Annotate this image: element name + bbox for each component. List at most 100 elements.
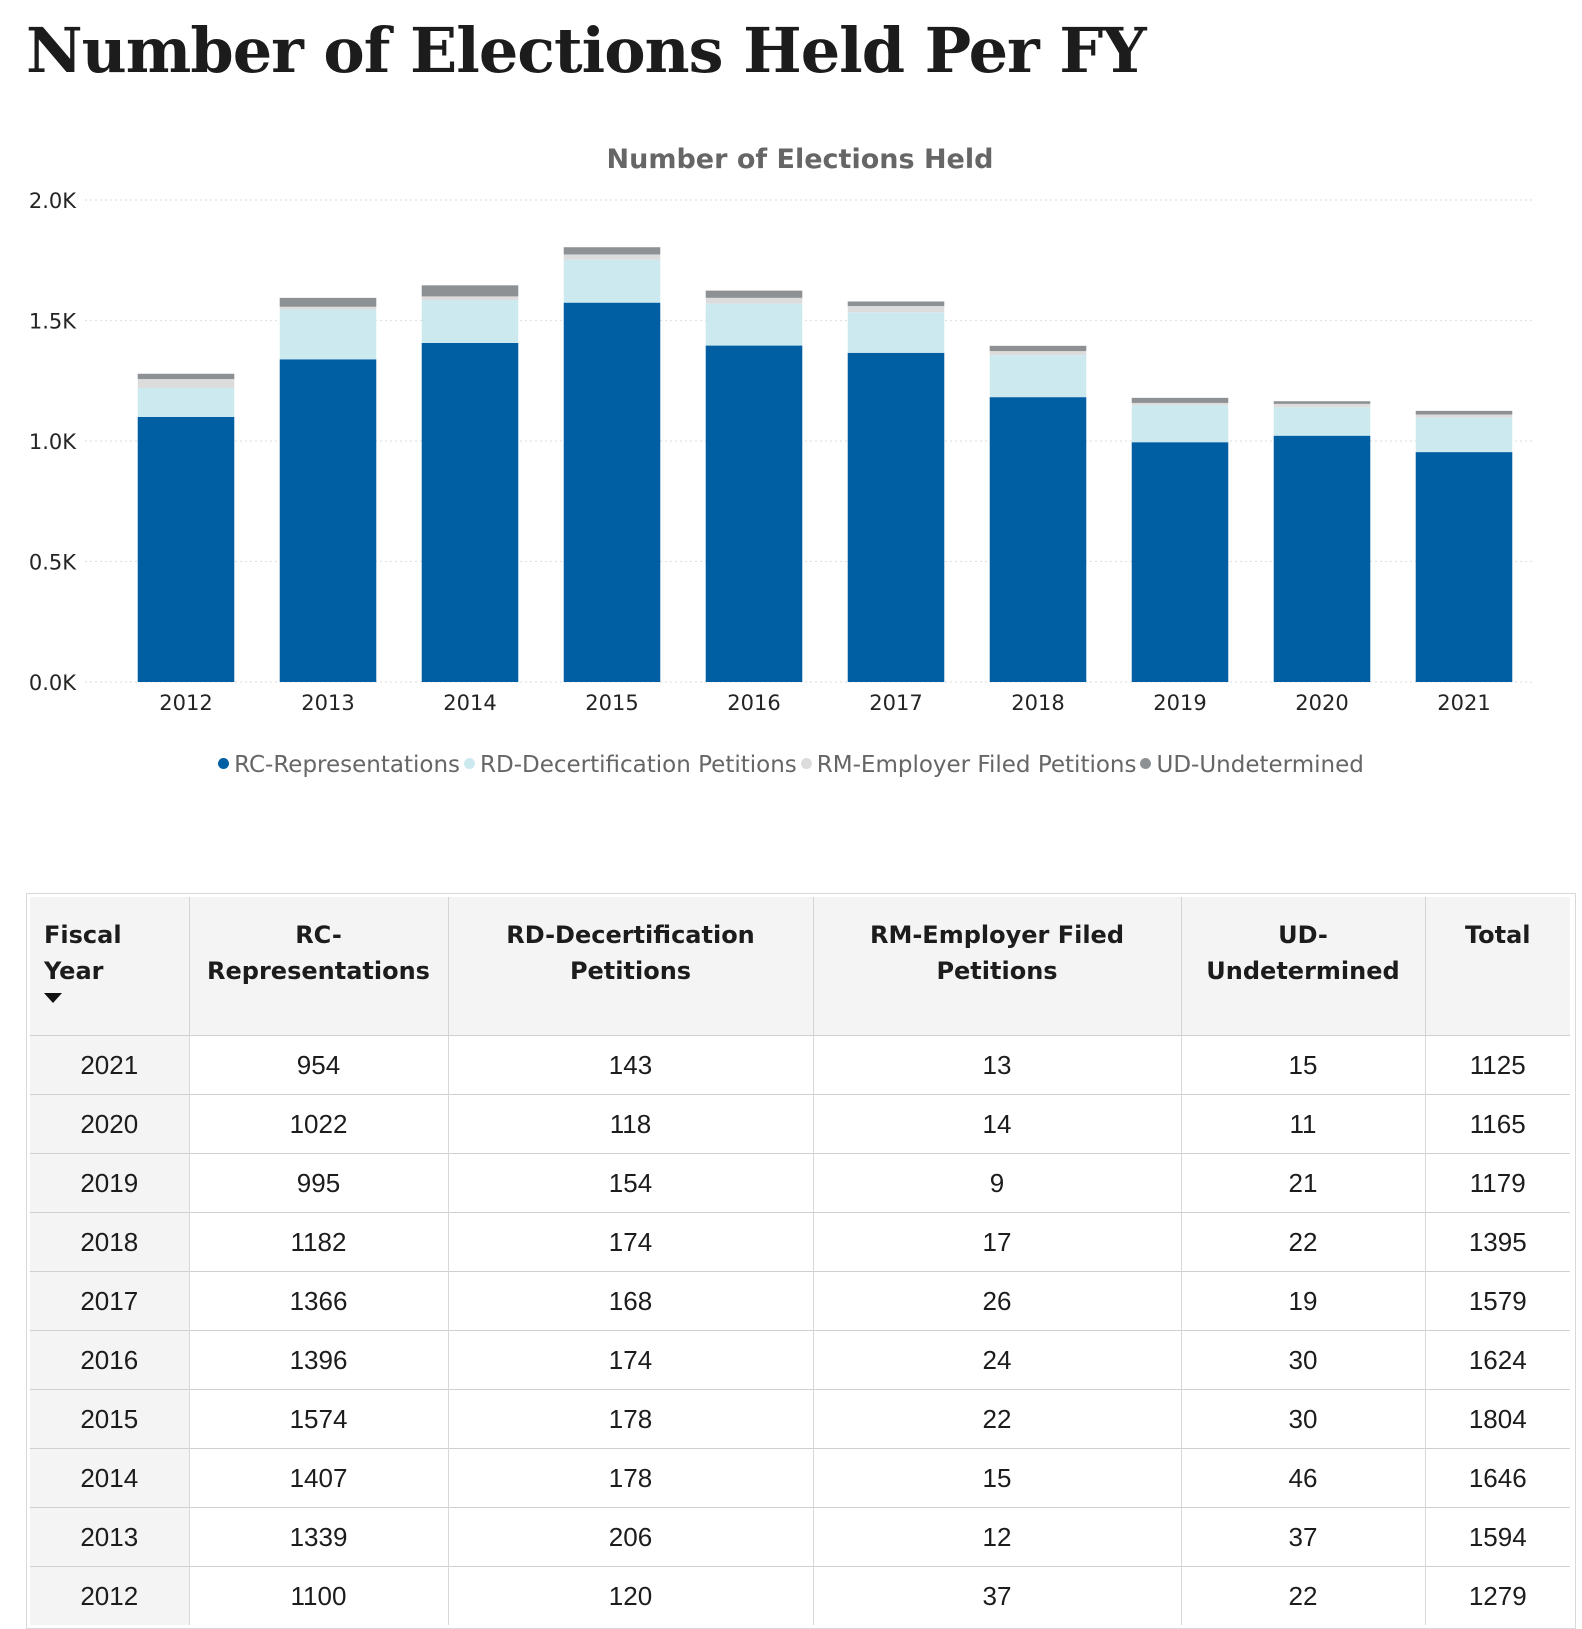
table-row[interactable]: 2013 1339 206 12 37 1594 <box>30 1507 1570 1567</box>
cell-ud: 22 <box>1181 1212 1426 1272</box>
bar-segment-ud[interactable] <box>563 247 661 255</box>
bar-segment-rc[interactable] <box>137 416 235 682</box>
cell-rm: 24 <box>813 1330 1182 1390</box>
legend-label: RD-Decertification Petitions <box>480 752 797 778</box>
cell-rm: 14 <box>813 1094 1182 1154</box>
x-tick-label: 2015 <box>585 691 638 715</box>
column-header-rm[interactable]: RM-Employer Filed Petitions <box>813 897 1182 1036</box>
cell-ud: 21 <box>1181 1153 1426 1213</box>
cell-total: 1279 <box>1425 1566 1570 1625</box>
column-header-rc[interactable]: RC-Representations <box>189 897 449 1036</box>
bar-segment-ud[interactable] <box>279 297 377 307</box>
cell-rm: 17 <box>813 1212 1182 1272</box>
y-tick-label: 1.5K <box>29 310 77 334</box>
cell-fiscal-year: 2014 <box>30 1448 190 1508</box>
bar-segment-rc[interactable] <box>563 302 661 682</box>
cell-total: 1125 <box>1425 1035 1570 1095</box>
cell-rc: 954 <box>189 1035 449 1095</box>
bar-segment-rc[interactable] <box>1131 442 1229 682</box>
bar-segment-rd[interactable] <box>1273 407 1371 436</box>
bar-segment-ud[interactable] <box>847 301 945 307</box>
elections-table-container: Fiscal Year RC-Representations RD-Decert… <box>26 893 1576 1629</box>
table-row[interactable]: 2019 995 154 9 21 1179 <box>30 1153 1570 1213</box>
table-row[interactable]: 2016 1396 174 24 30 1624 <box>30 1330 1570 1390</box>
column-header-rd[interactable]: RD-Decertification Petitions <box>448 897 814 1036</box>
bar-segment-rc[interactable] <box>279 359 377 682</box>
cell-rc: 1396 <box>189 1330 449 1390</box>
y-tick-label: 0.5K <box>29 551 77 575</box>
table-row[interactable]: 2017 1366 168 26 19 1579 <box>30 1271 1570 1331</box>
bar-segment-ud[interactable] <box>421 285 519 297</box>
bar-segment-rd[interactable] <box>421 300 519 343</box>
cell-rd: 118 <box>448 1094 814 1154</box>
table-row[interactable]: 2015 1574 178 22 30 1804 <box>30 1389 1570 1449</box>
bar-segment-rd[interactable] <box>705 303 803 346</box>
column-header-ud[interactable]: UD-Undetermined <box>1181 897 1426 1036</box>
table-row[interactable]: 2020 1022 118 14 11 1165 <box>30 1094 1570 1154</box>
cell-ud: 37 <box>1181 1507 1426 1567</box>
bar-segment-rm[interactable] <box>705 297 803 304</box>
cell-total: 1804 <box>1425 1389 1570 1449</box>
legend-item-rd[interactable]: RD-Decertification Petitions <box>464 752 797 778</box>
bar-segment-ud[interactable] <box>989 345 1087 352</box>
table-row[interactable]: 2012 1100 120 37 22 1279 <box>30 1566 1570 1625</box>
bar-segment-rm[interactable] <box>279 306 377 310</box>
table-row[interactable]: 2021 954 143 13 15 1125 <box>30 1035 1570 1095</box>
bar-segment-rd[interactable] <box>989 355 1087 398</box>
cell-rd: 120 <box>448 1566 814 1625</box>
legend-marker-icon <box>1140 758 1152 769</box>
bar-segment-rd[interactable] <box>137 387 235 417</box>
bar-segment-rc[interactable] <box>1415 452 1513 682</box>
column-header-total[interactable]: Total <box>1425 897 1570 1036</box>
bar-segment-rd[interactable] <box>1131 405 1229 443</box>
bar-segment-ud[interactable] <box>705 290 803 298</box>
table-row[interactable]: 2018 1182 174 17 22 1395 <box>30 1212 1570 1272</box>
x-tick-label: 2017 <box>869 691 922 715</box>
cell-rm: 37 <box>813 1566 1182 1625</box>
sort-descending-icon[interactable] <box>44 993 62 1003</box>
legend-item-rc[interactable]: RC-Representations <box>218 752 460 778</box>
bar-segment-rm[interactable] <box>1273 403 1371 408</box>
bar-segment-rd[interactable] <box>279 309 377 360</box>
legend-label: RC-Representations <box>234 752 461 778</box>
bar-segment-rm[interactable] <box>1131 402 1229 406</box>
cell-rm: 26 <box>813 1271 1182 1331</box>
elections-table: Fiscal Year RC-Representations RD-Decert… <box>30 897 1570 1625</box>
table-header-row: Fiscal Year RC-Representations RD-Decert… <box>30 897 1570 1036</box>
legend-item-ud[interactable]: UD-Undetermined <box>1140 752 1364 778</box>
legend-item-rm[interactable]: RM-Employer Filed Petitions <box>800 752 1136 778</box>
bar-segment-ud[interactable] <box>137 373 235 380</box>
cell-rd: 143 <box>448 1035 814 1095</box>
bar-segment-ud[interactable] <box>1415 410 1513 415</box>
bar-segment-rd[interactable] <box>563 259 661 303</box>
bar-segment-rc[interactable] <box>1273 435 1371 682</box>
bar-segment-rc[interactable] <box>989 397 1087 682</box>
bar-segment-rd[interactable] <box>1415 417 1513 453</box>
bar-segment-rc[interactable] <box>705 345 803 682</box>
cell-total: 1579 <box>1425 1271 1570 1331</box>
cell-rc: 1407 <box>189 1448 449 1508</box>
y-tick-label: 2.0K <box>29 189 77 213</box>
bar-segment-rm[interactable] <box>563 254 661 260</box>
column-header-fiscal-year[interactable]: Fiscal Year <box>30 897 190 1036</box>
x-tick-label: 2016 <box>727 691 780 715</box>
bar-segment-rm[interactable] <box>137 379 235 388</box>
bar-segment-rm[interactable] <box>421 296 519 301</box>
cell-rd: 178 <box>448 1389 814 1449</box>
legend-marker-icon <box>218 758 230 769</box>
bar-segment-ud[interactable] <box>1131 397 1229 403</box>
bar-segment-rd[interactable] <box>847 312 945 353</box>
bar-segment-rc[interactable] <box>847 352 945 682</box>
table-row[interactable]: 2014 1407 178 15 46 1646 <box>30 1448 1570 1508</box>
column-header-label: Fiscal Year <box>44 921 122 985</box>
legend-label: UD-Undetermined <box>1156 752 1364 778</box>
bar-segment-ud[interactable] <box>1273 401 1371 404</box>
cell-rd: 154 <box>448 1153 814 1213</box>
cell-rm: 22 <box>813 1389 1182 1449</box>
bar-segment-rm[interactable] <box>989 351 1087 356</box>
bar-segment-rm[interactable] <box>847 306 945 313</box>
bar-segment-rc[interactable] <box>421 342 519 682</box>
cell-rm: 13 <box>813 1035 1182 1095</box>
bar-segment-rm[interactable] <box>1415 414 1513 418</box>
x-tick-label: 2013 <box>301 691 354 715</box>
